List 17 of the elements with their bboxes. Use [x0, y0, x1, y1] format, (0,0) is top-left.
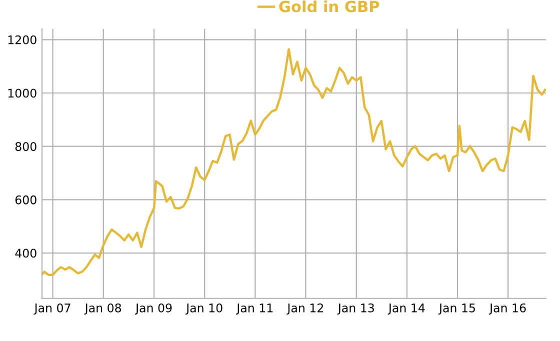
x-tick-label: Jan 13	[337, 303, 374, 315]
y-tick-label: 400	[15, 248, 36, 258]
x-tick-label: Jan 15	[438, 304, 475, 315]
x-tick-label: Jan 12	[286, 303, 324, 315]
legend-label: Gold in GBP	[279, 0, 380, 12]
x-tick-label: Jan 08	[84, 303, 122, 315]
y-tick-label: 1000	[8, 88, 36, 98]
y-tick-label: 600	[15, 195, 36, 204]
x-tick-label: Jan 09	[134, 303, 172, 315]
line-series	[42, 48, 546, 276]
x-tick-label: Jan 16	[488, 303, 526, 315]
x-tick-label: Jan 10	[186, 303, 222, 315]
y-tick-label: 800	[15, 142, 36, 151]
x-tick-label: Jan 11	[236, 304, 273, 315]
x-tick-label: Jan 14	[388, 304, 425, 315]
x-tick-label: Jan 07	[34, 303, 70, 315]
y-tick-label: 1200	[8, 35, 36, 44]
